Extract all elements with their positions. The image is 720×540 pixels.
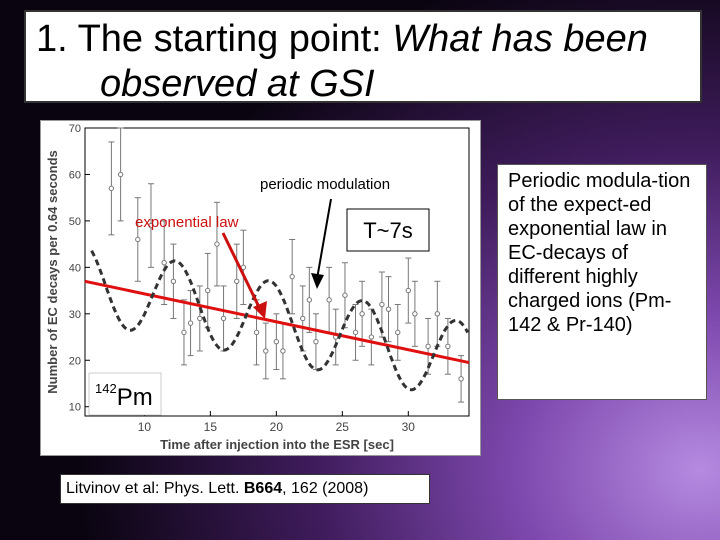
y-tick-label: 20: [69, 355, 81, 367]
data-point: [445, 343, 451, 350]
data-point: [161, 260, 167, 266]
x-ticks: 10 15 20 25 30: [138, 411, 416, 434]
data-point: [263, 348, 269, 354]
x-tick-label: 20: [270, 420, 284, 434]
periodic-modulation-label: periodic modulation: [260, 176, 390, 193]
data-point: [425, 343, 431, 350]
data-point: [108, 185, 115, 192]
data-point: [117, 171, 124, 178]
data-point: [379, 301, 385, 308]
data-point: [214, 241, 220, 247]
citation-box: Litvinov et al: Phys. Lett. B664, 162 (2…: [60, 474, 430, 504]
data-point: [135, 236, 141, 243]
data-point: [412, 311, 418, 317]
slide-title-line1: 1. The starting point: What has been: [36, 18, 648, 61]
side-note-text: Periodic modula-tion of the expect-ed ex…: [508, 170, 691, 336]
data-point: [385, 306, 392, 312]
title-plain-text: 1. The starting point:: [36, 18, 393, 60]
isotope-symbol: Pm: [117, 384, 153, 411]
plot-frame: [84, 127, 470, 417]
data-point: [187, 320, 194, 326]
data-point: [342, 292, 348, 298]
isotope-label: 142Pm: [95, 381, 153, 411]
data-point: [352, 329, 359, 336]
isotope-label-box: [88, 372, 162, 416]
data-point: [395, 329, 401, 336]
data-point: [434, 311, 441, 317]
y-tick-label: 70: [69, 123, 81, 135]
slide-title-line2: observed at GSI: [100, 63, 375, 105]
data-point: [205, 287, 211, 294]
x-tick-label: 25: [336, 420, 350, 434]
data-point: [181, 329, 187, 336]
data-point: [313, 338, 319, 345]
data-point: [234, 278, 240, 284]
x-tick-label: 15: [204, 420, 218, 434]
decay-chart-svg: 10 20 30 40 50 60 70 10 15 20 25 30 periodic modul…: [45, 123, 470, 452]
citation-volume: B664: [243, 480, 283, 497]
exponential-arrow: [221, 232, 261, 308]
y-ticks: 10 20 30 40 50 60 70: [69, 123, 90, 414]
data-point: [405, 287, 411, 294]
data-point: [300, 315, 306, 322]
isotope-mass: 142: [95, 381, 117, 396]
title-italic-text: What has been: [392, 18, 648, 60]
data-point: [253, 329, 260, 336]
period-label: T~7s: [363, 218, 413, 243]
data-point: [197, 315, 203, 322]
side-note-box: Periodic modula-tion of the expect-ed ex…: [497, 164, 707, 400]
y-tick-label: 30: [69, 309, 81, 321]
x-tick-label: 30: [402, 420, 416, 434]
period-label-box: [346, 208, 430, 252]
periodic-modulation-curve: [90, 250, 470, 392]
x-tick-label: 10: [138, 420, 152, 434]
data-point: [220, 315, 227, 322]
x-axis-label: Time after injection into the ESR [sec]: [160, 437, 394, 452]
data-point: [273, 338, 280, 345]
exponential-law-line: [84, 279, 470, 365]
exponential-law-label: exponential law: [135, 214, 239, 231]
data-point: [170, 278, 177, 284]
y-axis-label: Number of EC decays per 0.64 seconds: [45, 150, 60, 393]
y-tick-label: 60: [69, 169, 81, 181]
data-point: [359, 311, 365, 317]
data-point: [326, 297, 332, 303]
data-point: [148, 222, 154, 229]
exponential-arrowhead: [253, 301, 267, 319]
data-point: [458, 376, 464, 382]
citation-suffix: , 162 (2008): [282, 480, 369, 497]
data-points: [108, 127, 465, 403]
y-tick-label: 40: [69, 262, 81, 274]
data-point: [280, 348, 286, 354]
data-point: [368, 334, 375, 340]
y-tick-label: 10: [69, 402, 81, 414]
modulation-arrow: [316, 198, 332, 280]
modulation-arrowhead: [311, 273, 324, 289]
citation-prefix: Litvinov et al: Phys. Lett.: [66, 480, 244, 497]
data-point: [289, 273, 295, 280]
y-tick-label: 50: [69, 216, 81, 228]
decay-chart: 10 20 30 40 50 60 70 10 15 20 25 30 periodic modul…: [40, 120, 481, 456]
slide-title-box: 1. The starting point: What has been obs…: [24, 10, 702, 105]
data-point: [306, 297, 313, 303]
